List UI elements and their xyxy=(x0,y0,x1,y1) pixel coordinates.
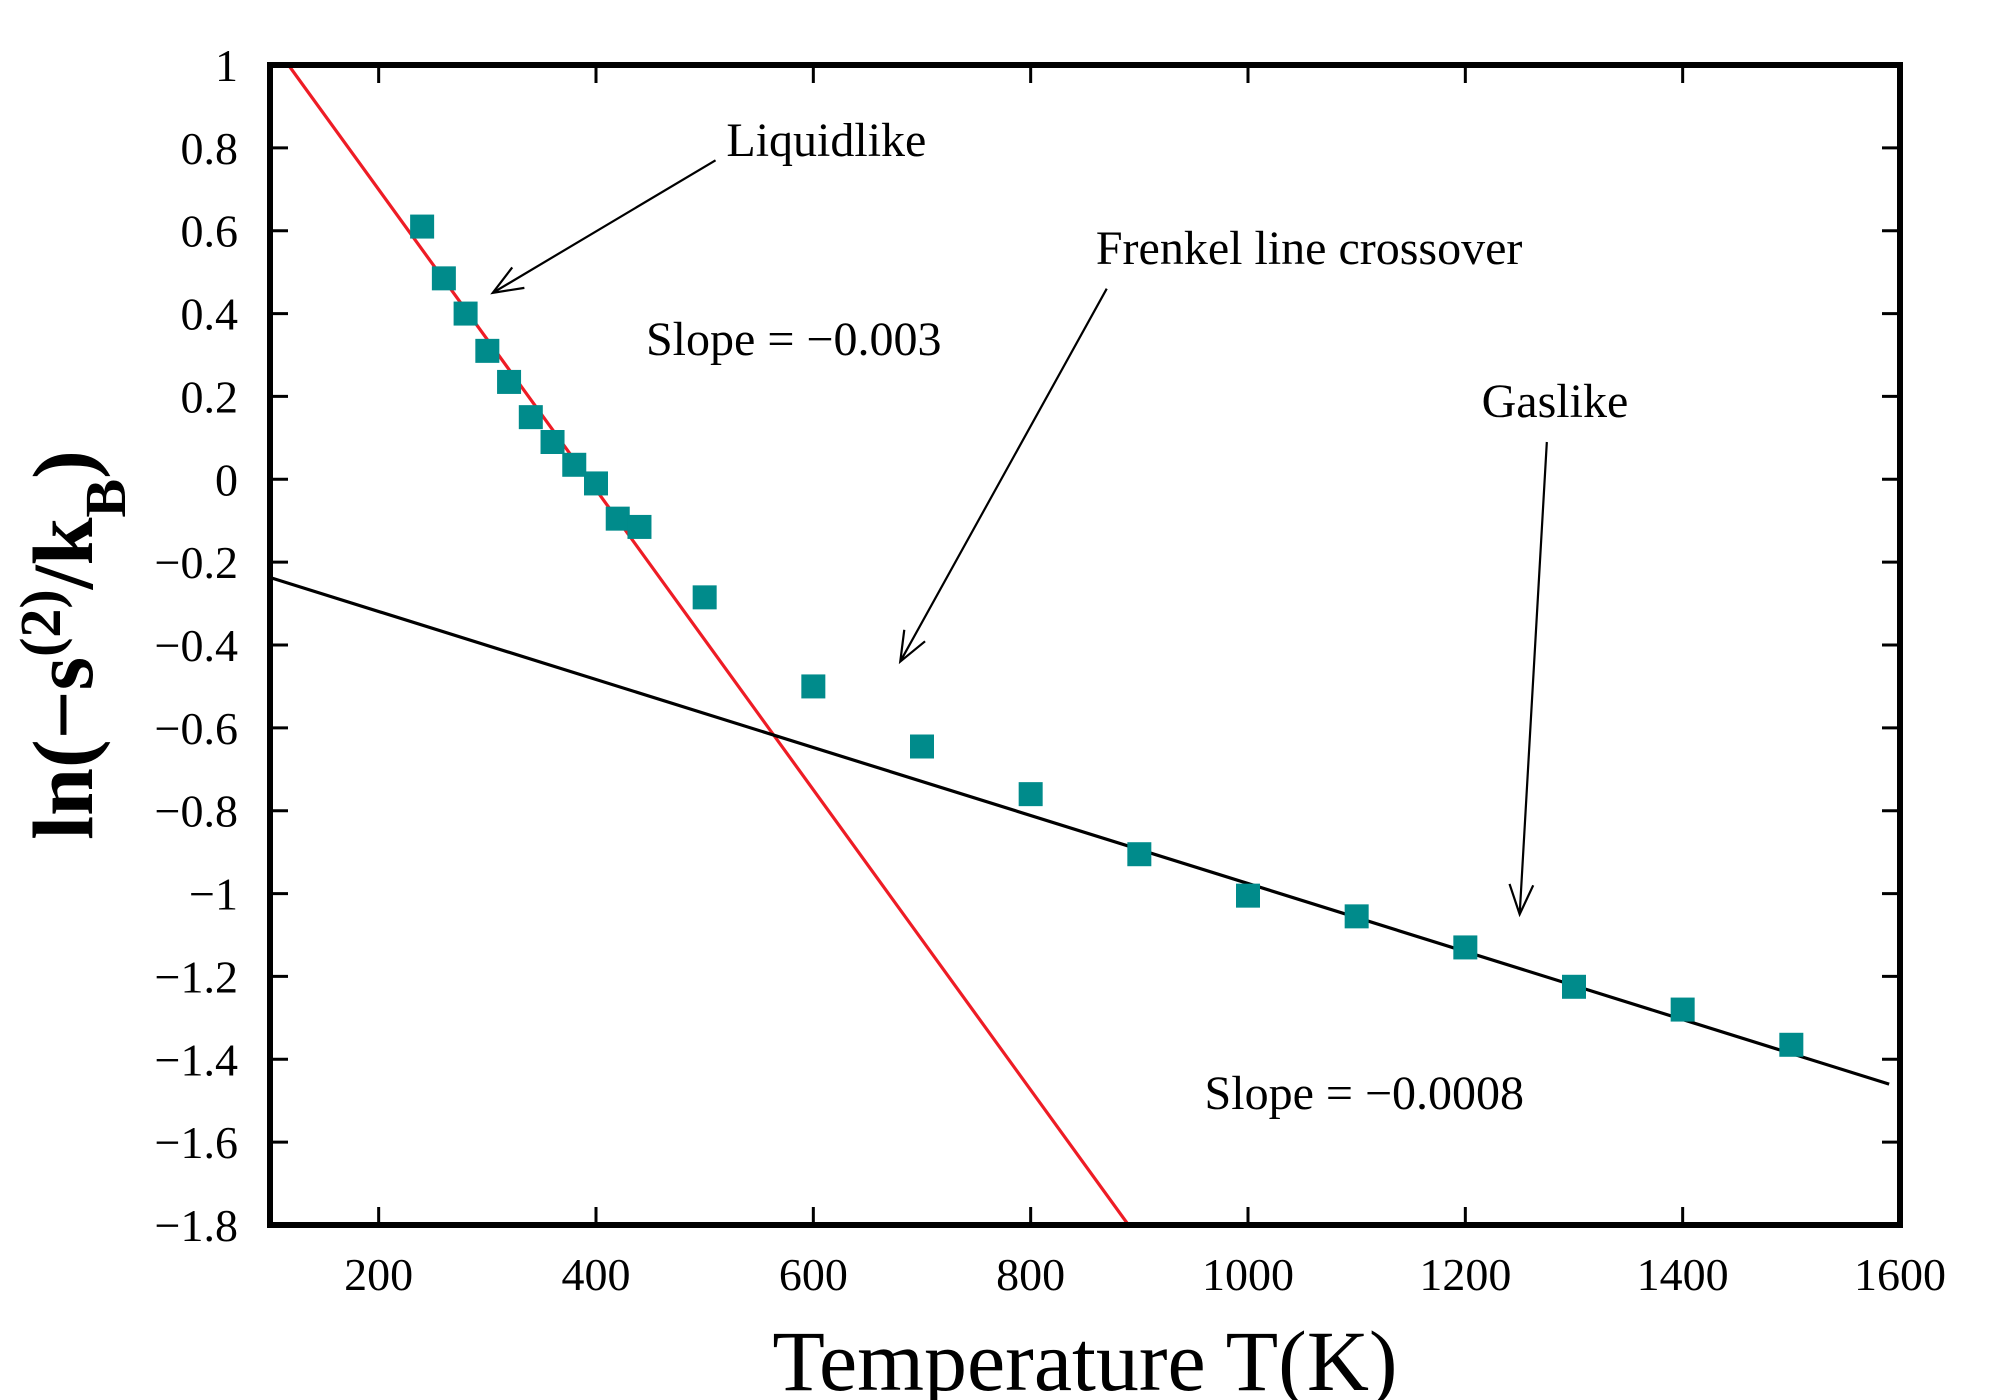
data-point xyxy=(1779,1032,1804,1057)
gaslike-fit-line xyxy=(270,575,1890,1086)
liquidlike-fit-line xyxy=(287,65,1130,1225)
data-point xyxy=(475,338,500,363)
gaslike-label: Gaslike xyxy=(1482,375,1629,428)
data-point xyxy=(540,430,565,454)
slope-gas-label: Slope = −0.0008 xyxy=(1205,1067,1524,1120)
frenkel-arrow xyxy=(898,288,1108,665)
y-tick-label: −1.6 xyxy=(155,1117,238,1168)
data-point xyxy=(518,405,543,430)
y-axis-title: ln(−s(2)/kB) xyxy=(8,450,138,840)
x-tick-label: 800 xyxy=(996,1249,1065,1300)
y-tick-label: 0.8 xyxy=(181,123,239,174)
y-axis-title-prefix: ln(−s xyxy=(15,657,111,840)
x-axis-title: Temperature T(K) xyxy=(772,1313,1397,1400)
y-tick-label: −1.4 xyxy=(155,1034,238,1085)
data-point xyxy=(1236,883,1260,908)
x-tick-label: 600 xyxy=(779,1249,848,1300)
data-point xyxy=(410,214,435,239)
data-point xyxy=(1453,935,1478,960)
y-tick-label: −0.2 xyxy=(155,537,238,588)
data-point xyxy=(692,585,717,610)
y-axis-title-suffix: ) xyxy=(15,450,111,479)
data-point xyxy=(627,514,652,539)
y-axis-title-sub: B xyxy=(73,479,138,518)
data-point xyxy=(453,301,478,326)
data-point xyxy=(497,369,522,394)
liquidlike-label: Liquidlike xyxy=(726,114,926,167)
y-axis-title-mid: /k xyxy=(15,517,111,590)
x-tick-label: 1000 xyxy=(1202,1249,1294,1300)
x-tick-label: 1200 xyxy=(1419,1249,1511,1300)
y-tick-label: −0.6 xyxy=(155,703,238,754)
data-point xyxy=(584,471,608,496)
data-point xyxy=(1670,997,1695,1022)
plot-frame xyxy=(267,62,1903,1228)
data-point xyxy=(910,734,934,759)
y-tick-label: −1.8 xyxy=(155,1200,238,1251)
data-point xyxy=(562,452,587,477)
y-tick-label: 0.4 xyxy=(181,289,239,340)
x-tick-label: 400 xyxy=(562,1249,631,1300)
y-axis-title-sup: (2) xyxy=(8,589,73,657)
data-point xyxy=(1344,904,1369,929)
data-point xyxy=(431,266,456,291)
y-tick-label: −1 xyxy=(189,869,238,920)
x-tick-label: 1400 xyxy=(1637,1249,1729,1300)
y-tick-label: 0.6 xyxy=(181,206,239,257)
data-point xyxy=(801,674,826,699)
data-point xyxy=(605,506,630,531)
frenkel-label: Frenkel line crossover xyxy=(1096,222,1523,275)
gaslike-arrow xyxy=(1508,441,1548,918)
data-point xyxy=(1127,842,1152,867)
data-point xyxy=(1562,974,1586,999)
y-tick-label: 0.2 xyxy=(181,371,239,422)
y-tick-label: 0 xyxy=(215,454,238,505)
y-tick-label: −0.8 xyxy=(155,786,238,837)
x-tick-label: 200 xyxy=(344,1249,413,1300)
y-tick-label: −1.2 xyxy=(155,951,238,1002)
data-point xyxy=(1018,782,1043,807)
slope-liquid-label: Slope = −0.003 xyxy=(646,313,941,366)
x-tick-label: 1600 xyxy=(1854,1249,1946,1300)
y-tick-label: 1 xyxy=(215,40,238,91)
y-tick-label: −0.4 xyxy=(155,620,238,671)
liquidlike-arrow xyxy=(490,159,717,295)
